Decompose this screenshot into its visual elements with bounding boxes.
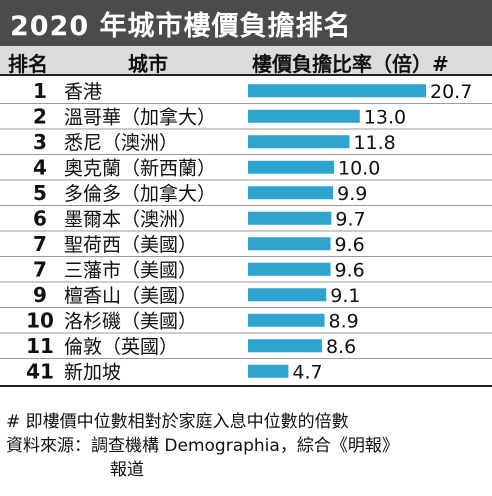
- bar: [248, 237, 331, 251]
- header-city: 城市: [128, 52, 168, 76]
- value-label: 13.0: [364, 106, 406, 128]
- city-label: 聖荷西（美國）: [64, 234, 197, 256]
- city-label: 洛杉磯（美國）: [64, 310, 197, 332]
- bar: [248, 160, 334, 174]
- rank-label: 3: [33, 130, 47, 154]
- footnote: # 即樓價中位數相對於家庭入息中位數的倍數 資料來源：調查機構 Demograp…: [6, 410, 486, 482]
- bar-chart: 1 香港 20.7 2 溫哥華（加拿大） 13.0 3 悉尼（澳洲） 11.8 4 奧克蘭（新西蘭）…: [0, 79, 492, 387]
- bar: [248, 313, 325, 327]
- rank-label: 6: [33, 206, 47, 230]
- header-ratio: 樓價負擔比率（倍）#: [252, 52, 449, 76]
- city-label: 奧克蘭（新西蘭）: [64, 157, 216, 179]
- city-label: 倫敦（英國）: [64, 336, 178, 358]
- rank-label: 7: [33, 232, 47, 256]
- header-rank: 排名: [8, 52, 48, 76]
- city-label: 檀香山（美國）: [64, 285, 197, 307]
- city-label: 墨爾本（澳洲）: [64, 208, 197, 230]
- bar: [248, 135, 350, 149]
- city-label: 新加坡: [64, 361, 121, 383]
- footnote-source-continued: 報道: [110, 460, 144, 480]
- rank-label: 1: [33, 79, 47, 103]
- rank-label: 9: [33, 283, 47, 307]
- city-label: 三藩市（美國）: [64, 259, 197, 281]
- value-label: 11.8: [353, 132, 395, 154]
- value-label: 9.9: [337, 183, 367, 205]
- table-header: 排名 城市 樓價負擔比率（倍）#: [0, 46, 492, 76]
- rank-label: 7: [33, 257, 47, 281]
- bar: [248, 288, 327, 302]
- rank-label: 5: [33, 181, 47, 205]
- footnote-source: 資料來源：調查機構 Demographia，綜合《明報》: [6, 436, 399, 456]
- rank-label: 4: [33, 155, 47, 179]
- value-label: 4.7: [292, 361, 322, 383]
- rank-label: 11: [26, 334, 54, 358]
- city-label: 溫哥華（加拿大）: [64, 105, 216, 128]
- bar: [248, 364, 289, 378]
- bar: [248, 211, 332, 225]
- bar: [248, 186, 334, 200]
- rank-label: 2: [33, 104, 47, 128]
- city-label: 多倫多（加拿大）: [64, 182, 216, 205]
- bar: [248, 84, 426, 98]
- value-label: 20.7: [430, 81, 472, 103]
- value-label: 10.0: [338, 157, 380, 179]
- city-label: 香港: [64, 81, 102, 103]
- value-label: 9.1: [330, 285, 360, 307]
- value-label: 9.6: [335, 234, 365, 256]
- chart-title: 2020 年城市樓價負擔排名: [0, 0, 492, 46]
- value-label: 9.7: [335, 208, 365, 230]
- rank-label: 41: [26, 359, 54, 383]
- bar: [248, 109, 360, 123]
- footnote-definition: # 即樓價中位數相對於家庭入息中位數的倍數: [6, 412, 349, 432]
- rank-label: 10: [26, 308, 54, 332]
- value-label: 8.6: [326, 336, 356, 358]
- bar: [248, 339, 322, 353]
- city-label: 悉尼（澳洲）: [64, 132, 178, 154]
- bar: [248, 262, 331, 276]
- value-label: 9.6: [335, 259, 365, 281]
- value-label: 8.9: [329, 310, 359, 332]
